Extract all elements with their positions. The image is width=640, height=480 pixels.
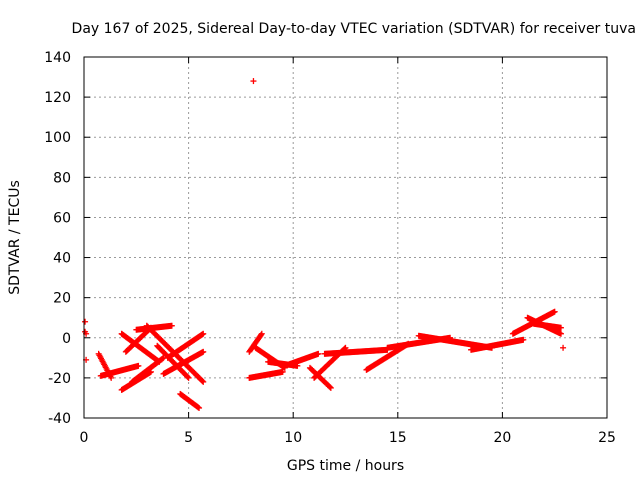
y-tick-label: 0 (62, 331, 71, 347)
y-tick-label: 100 (44, 130, 71, 146)
plot-frame (83, 56, 608, 419)
y-axis-label: SDTVAR / TECUs (7, 180, 23, 295)
data-point (200, 348, 207, 355)
data-point (200, 378, 207, 385)
x-axis-label: GPS time / hours (287, 458, 404, 474)
data-point (168, 322, 175, 329)
axis-ticks: 0 5 10 15 20 25 -40 -20 0 20 40 60 80 100 120 140 (44, 50, 616, 446)
grid (84, 57, 607, 418)
data-point (327, 384, 334, 391)
x-tick-label: 10 (284, 430, 302, 446)
x-tick-label: 0 (80, 430, 89, 446)
data-point (200, 330, 207, 337)
y-tick-label: 80 (53, 170, 71, 186)
y-tick-label: 140 (44, 50, 71, 66)
data-points (82, 78, 567, 411)
data-point (551, 308, 558, 315)
y-tick-label: -20 (48, 371, 71, 387)
data-point (520, 336, 527, 343)
data-point (199, 378, 206, 385)
y-tick-label: 20 (53, 291, 71, 307)
x-tick-label: 20 (493, 430, 511, 446)
data-point (557, 330, 564, 337)
y-tick-label: -40 (48, 411, 71, 427)
x-tick-label: 5 (184, 430, 193, 446)
data-point (279, 368, 286, 375)
data-point (135, 362, 142, 369)
data-point (258, 331, 265, 338)
data-point (184, 374, 191, 381)
x-tick-label: 15 (389, 430, 407, 446)
data-point (557, 324, 564, 331)
data-point (315, 350, 322, 357)
x-tick-label: 25 (598, 430, 616, 446)
data-point (196, 404, 203, 411)
data-point (185, 374, 192, 381)
y-tick-label: 60 (53, 210, 71, 226)
y-tick-label: 40 (53, 251, 71, 267)
data-point (82, 318, 89, 325)
data-point (327, 384, 334, 391)
data-point (560, 344, 567, 351)
y-tick-label: 120 (44, 90, 71, 106)
data-point (258, 330, 265, 337)
data-point (250, 78, 257, 85)
chart-title: Day 167 of 2025, Sidereal Day-to-day VTE… (72, 21, 636, 37)
